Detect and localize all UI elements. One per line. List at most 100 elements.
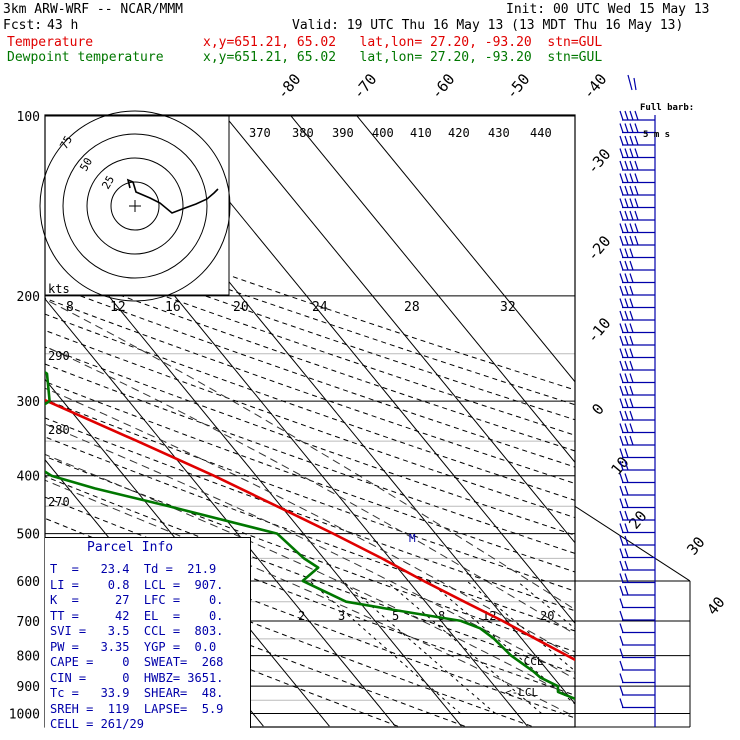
- parcel-info-title: Parcel Info: [87, 540, 174, 555]
- wind-barb-flag: [619, 310, 624, 321]
- wind-barb: [619, 510, 655, 521]
- dry-adiabat-line: [45, 223, 575, 406]
- forecast-label: Fcst:: [3, 18, 43, 33]
- wind-barb-flag: [624, 523, 629, 533]
- wind-barb: [619, 548, 655, 559]
- isotherm-label: 0: [588, 400, 608, 418]
- moist-adiabat-line: [45, 453, 575, 700]
- wind-barb: [619, 448, 655, 459]
- isotherm-line: [223, 115, 575, 544]
- wind-barb-flag: [624, 585, 629, 596]
- wind-barb-flag: [619, 635, 624, 646]
- parcel-info-row: LI = 0.8 LCL = 907.: [50, 577, 224, 592]
- theta-label: 440: [530, 126, 552, 140]
- legend-temperature: Temperature: [7, 35, 94, 50]
- wind-barb-flag: [629, 285, 634, 296]
- wind-barb-flag: [634, 135, 639, 146]
- wind-barb: [619, 310, 655, 321]
- hodograph-ring-label: 75: [57, 134, 75, 152]
- wind-barb: [619, 110, 655, 121]
- wind-barb-flag: [634, 160, 639, 171]
- wind-barb-flag: [619, 523, 624, 533]
- wind-barb-flag: [619, 673, 624, 683]
- wind-barb-flag: [629, 135, 634, 146]
- wind-barb: [619, 698, 655, 709]
- wind-barb-flag: [629, 435, 634, 446]
- wind-barb-flag: [619, 123, 624, 133]
- wind-barb-flag: [629, 110, 634, 121]
- wind-barb-flag: [619, 110, 624, 121]
- parcel-info-box: Parcel Info T = 23.4 Td = 21.9 LI = 0.8 L…: [45, 537, 251, 731]
- wind-barb-flag: [624, 210, 629, 221]
- hodograph-ring: [62, 133, 208, 279]
- wind-barb-legend-flag: [627, 74, 633, 91]
- wind-barb-flag: [619, 348, 624, 358]
- hodograph-scale-label: 24: [312, 300, 328, 315]
- barb-note-line1: Full barb:: [640, 103, 695, 113]
- wind-barb-flag: [624, 198, 629, 208]
- wind-barb-flag: [619, 510, 624, 521]
- wind-barb-flag: [619, 573, 624, 583]
- parcel-info-rows: T = 23.4 Td = 21.9 LI = 0.8 LCL = 907. K =…: [50, 562, 223, 733]
- wind-barb-flag: [624, 148, 629, 158]
- wind-barb: [619, 535, 655, 546]
- hodograph-ring-label: 25: [99, 174, 117, 192]
- parcel-info-row: K = 27 LFC = 0.: [50, 593, 224, 607]
- wind-barb: [619, 385, 655, 396]
- isotherm-line: [157, 115, 575, 625]
- wind-barb-flag: [629, 385, 634, 396]
- wind-barb-flag: [624, 173, 629, 183]
- wind-barb: [619, 273, 655, 284]
- parcel-marker: M: [409, 532, 416, 545]
- dry-adiabat-line: [45, 252, 575, 436]
- wind-barb-flag: [619, 135, 624, 146]
- wind-barb-flag: [634, 185, 639, 196]
- isobar-label: 300: [17, 395, 40, 410]
- wind-barb-flag: [624, 460, 629, 471]
- moist-adiabat-line: [45, 387, 575, 658]
- wind-barb-flag: [619, 473, 624, 483]
- wind-barb-flag: [629, 173, 634, 183]
- wind-barb-flag: [634, 235, 639, 246]
- wind-barb: [619, 298, 655, 309]
- wind-barb-flag: [624, 423, 629, 433]
- wind-barb: [619, 223, 655, 234]
- isotherm-label: -30: [583, 145, 614, 177]
- isotherm-label: -10: [583, 314, 614, 346]
- wind-barb-flag: [624, 323, 629, 333]
- wind-barb-flag: [629, 185, 634, 196]
- wind-barb-flag: [624, 510, 629, 521]
- wind-barb-flag: [629, 148, 634, 158]
- parcel-info-row: CIN = 0 HWBZ= 3651.: [50, 670, 224, 685]
- wind-barb: [619, 323, 655, 334]
- plot-frame: [44, 114, 576, 728]
- wind-barb: [619, 685, 655, 696]
- mixing-ratio-label: 8: [438, 609, 445, 623]
- wind-barb: [619, 623, 655, 634]
- wind-barb: [619, 198, 655, 209]
- wind-barb-flag: [619, 248, 624, 258]
- parcel-info-row: SVI = 3.5 CCL = 803.: [50, 624, 224, 638]
- wind-barb-flag: [619, 423, 624, 433]
- dry-adiabat-line: [45, 346, 575, 536]
- hodograph-scale-label: 32: [500, 300, 516, 315]
- wind-barb-flag: [629, 235, 634, 246]
- wind-barb-flag: [624, 285, 629, 296]
- isobar-label: 800: [17, 650, 40, 665]
- wind-barb-flag: [624, 135, 629, 146]
- wind-barb-flag: [629, 198, 634, 208]
- wind-barb: [619, 360, 655, 371]
- wind-barb: [619, 498, 655, 509]
- wind-barb: [619, 610, 655, 621]
- isobar-label: 700: [17, 615, 40, 630]
- wind-barb: [619, 660, 655, 671]
- wind-barb: [619, 398, 655, 409]
- dry-adiabat-line: [45, 297, 575, 484]
- isobar-label: 600: [17, 575, 40, 590]
- theta-label: 280: [48, 423, 70, 437]
- parcel-info-row: CELL = 261/29: [50, 717, 144, 731]
- moist-adiabat-line: [45, 479, 575, 718]
- mixing-ratio-line: [385, 580, 542, 714]
- wind-barb: [619, 260, 655, 271]
- wind-barb-flag: [629, 210, 634, 221]
